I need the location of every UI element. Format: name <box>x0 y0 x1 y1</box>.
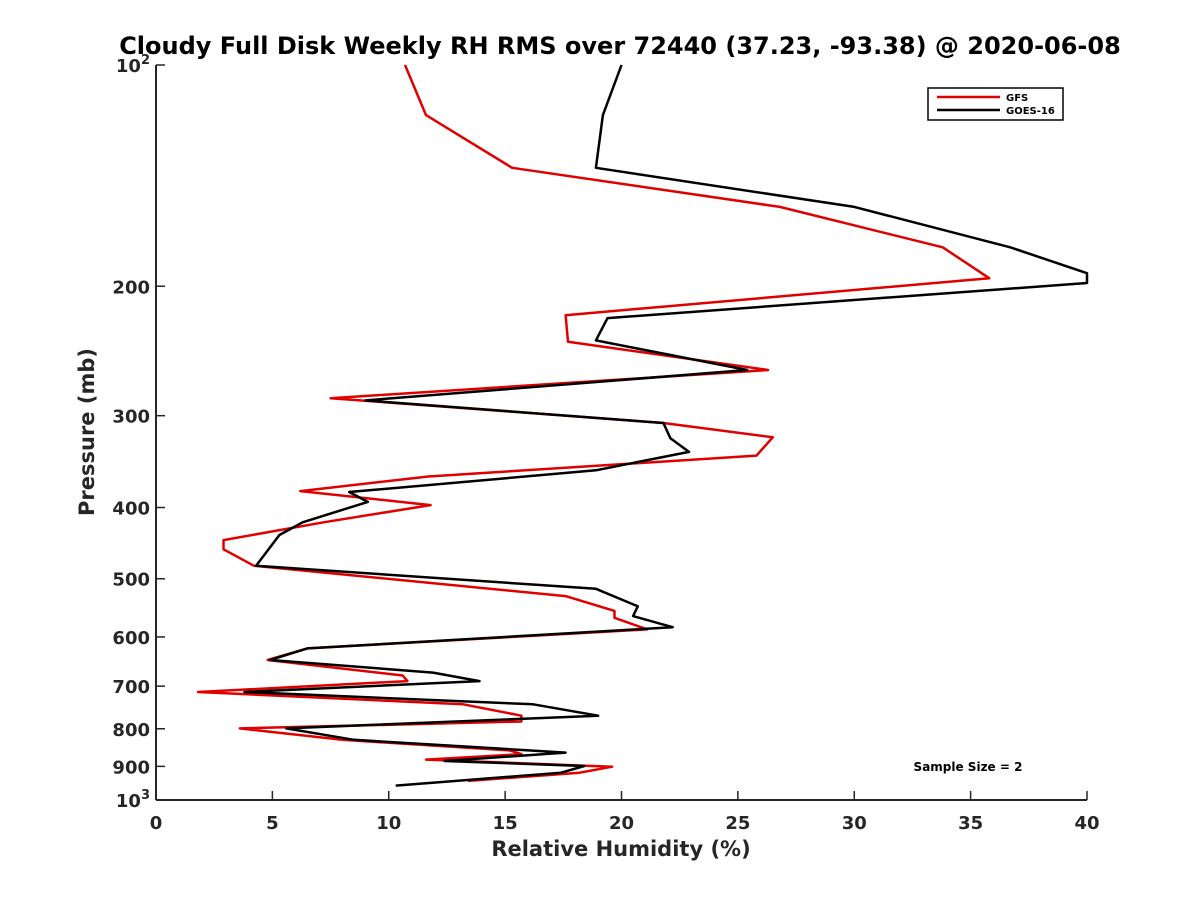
y-tick-label: 900 <box>112 757 150 778</box>
y-tick-label: 300 <box>112 407 150 428</box>
legend-label-gfs: GFS <box>1006 93 1028 104</box>
x-tick-label: 35 <box>958 813 983 834</box>
y-tick-label: 400 <box>112 499 150 520</box>
y-tick-label: 600 <box>112 628 150 649</box>
legend-box <box>927 87 1064 121</box>
series-line-gfs <box>196 64 991 783</box>
series-layer <box>196 64 1089 787</box>
y-axis-ticks: 102 200 300 400 500 600 700 800 900 103 <box>112 53 165 812</box>
chart-title: Cloudy Full Disk Weekly RH RMS over 7244… <box>119 32 1121 60</box>
series-line-goes-16 <box>243 64 1089 787</box>
x-tick-label: 25 <box>725 813 750 834</box>
plot-area <box>196 64 1089 787</box>
y-tick-label: 800 <box>112 720 150 741</box>
sample-size-annotation: Sample Size = 2 <box>914 760 1023 774</box>
x-tick-label: 20 <box>609 813 634 834</box>
x-tick-label: 5 <box>266 813 279 834</box>
legend-label-goes16: GOES-16 <box>1006 106 1055 117</box>
y-tick-label: 200 <box>112 277 150 298</box>
y-tick-label: 102 <box>116 53 150 77</box>
y-tick-label: 500 <box>112 570 150 591</box>
x-tick-label: 0 <box>150 813 163 834</box>
y-axis-label: Pressure (mb) <box>75 348 99 516</box>
x-axis-ticks: 0 5 10 15 20 25 30 35 40 <box>150 791 1100 834</box>
x-tick-label: 10 <box>376 813 401 834</box>
y-tick-label: 700 <box>112 677 150 698</box>
x-tick-label: 40 <box>1074 813 1099 834</box>
legend: GFS GOES-16 <box>927 87 1064 121</box>
x-axis-label: Relative Humidity (%) <box>491 837 750 861</box>
x-tick-label: 30 <box>842 813 867 834</box>
x-tick-label: 15 <box>493 813 518 834</box>
y-tick-label: 103 <box>116 788 150 812</box>
